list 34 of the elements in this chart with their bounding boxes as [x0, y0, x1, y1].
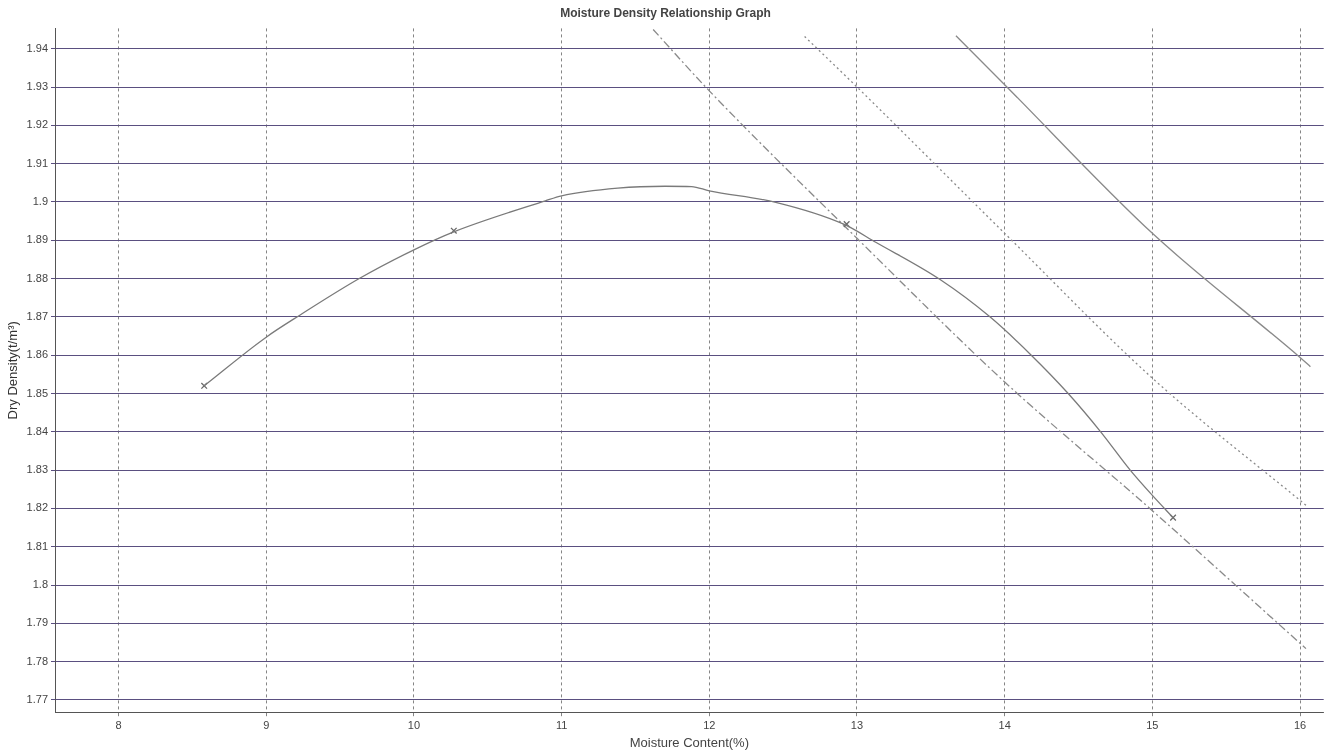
y-tick-label: 1.84 [26, 424, 49, 437]
line-series [203, 185, 1174, 519]
line-series [955, 35, 1312, 368]
chart-title: Moisture Density Relationship Graph [560, 5, 771, 20]
y-tick-label: 1.86 [26, 348, 49, 361]
y-tick-label: 1.89 [26, 233, 49, 246]
x-tick-label: 12 [703, 718, 716, 731]
y-tick-label: 1.91 [26, 156, 49, 169]
x-tick-label: 8 [115, 718, 122, 731]
y-tick-label: 1.87 [26, 309, 49, 322]
x-tick-label: 9 [263, 718, 270, 731]
y-tick-label: 1.88 [26, 271, 49, 284]
y-tick-label: 1.82 [26, 501, 49, 514]
y-tick-label: 1.77 [26, 692, 49, 705]
y-tick-label: 1.78 [26, 654, 49, 667]
y-axis-title: Dry Density(t/m³) [5, 321, 21, 420]
x-tick-label: 10 [407, 718, 421, 731]
x-tick-label: 15 [1146, 718, 1159, 731]
y-tick-label: 1.85 [26, 386, 49, 399]
x-tick-label: 16 [1293, 718, 1307, 731]
x-axis-title: Moisture Content(%) [629, 734, 749, 750]
x-tick-label: 13 [850, 718, 864, 731]
y-tick-label: 1.79 [26, 616, 49, 629]
y-tick-label: 1.83 [26, 463, 49, 476]
y-tick-label: 1.9 [32, 194, 49, 207]
y-tick-label: 1.93 [26, 80, 49, 93]
y-tick-label: 1.94 [26, 41, 49, 54]
y-tick-label: 1.81 [26, 539, 49, 552]
x-tick-label: 11 [555, 718, 568, 731]
x-tick-label: 14 [998, 718, 1011, 731]
y-tick-label: 1.8 [32, 578, 49, 591]
line-series [652, 28, 1307, 650]
line-series [803, 35, 1309, 508]
y-tick-label: 1.92 [26, 118, 49, 131]
